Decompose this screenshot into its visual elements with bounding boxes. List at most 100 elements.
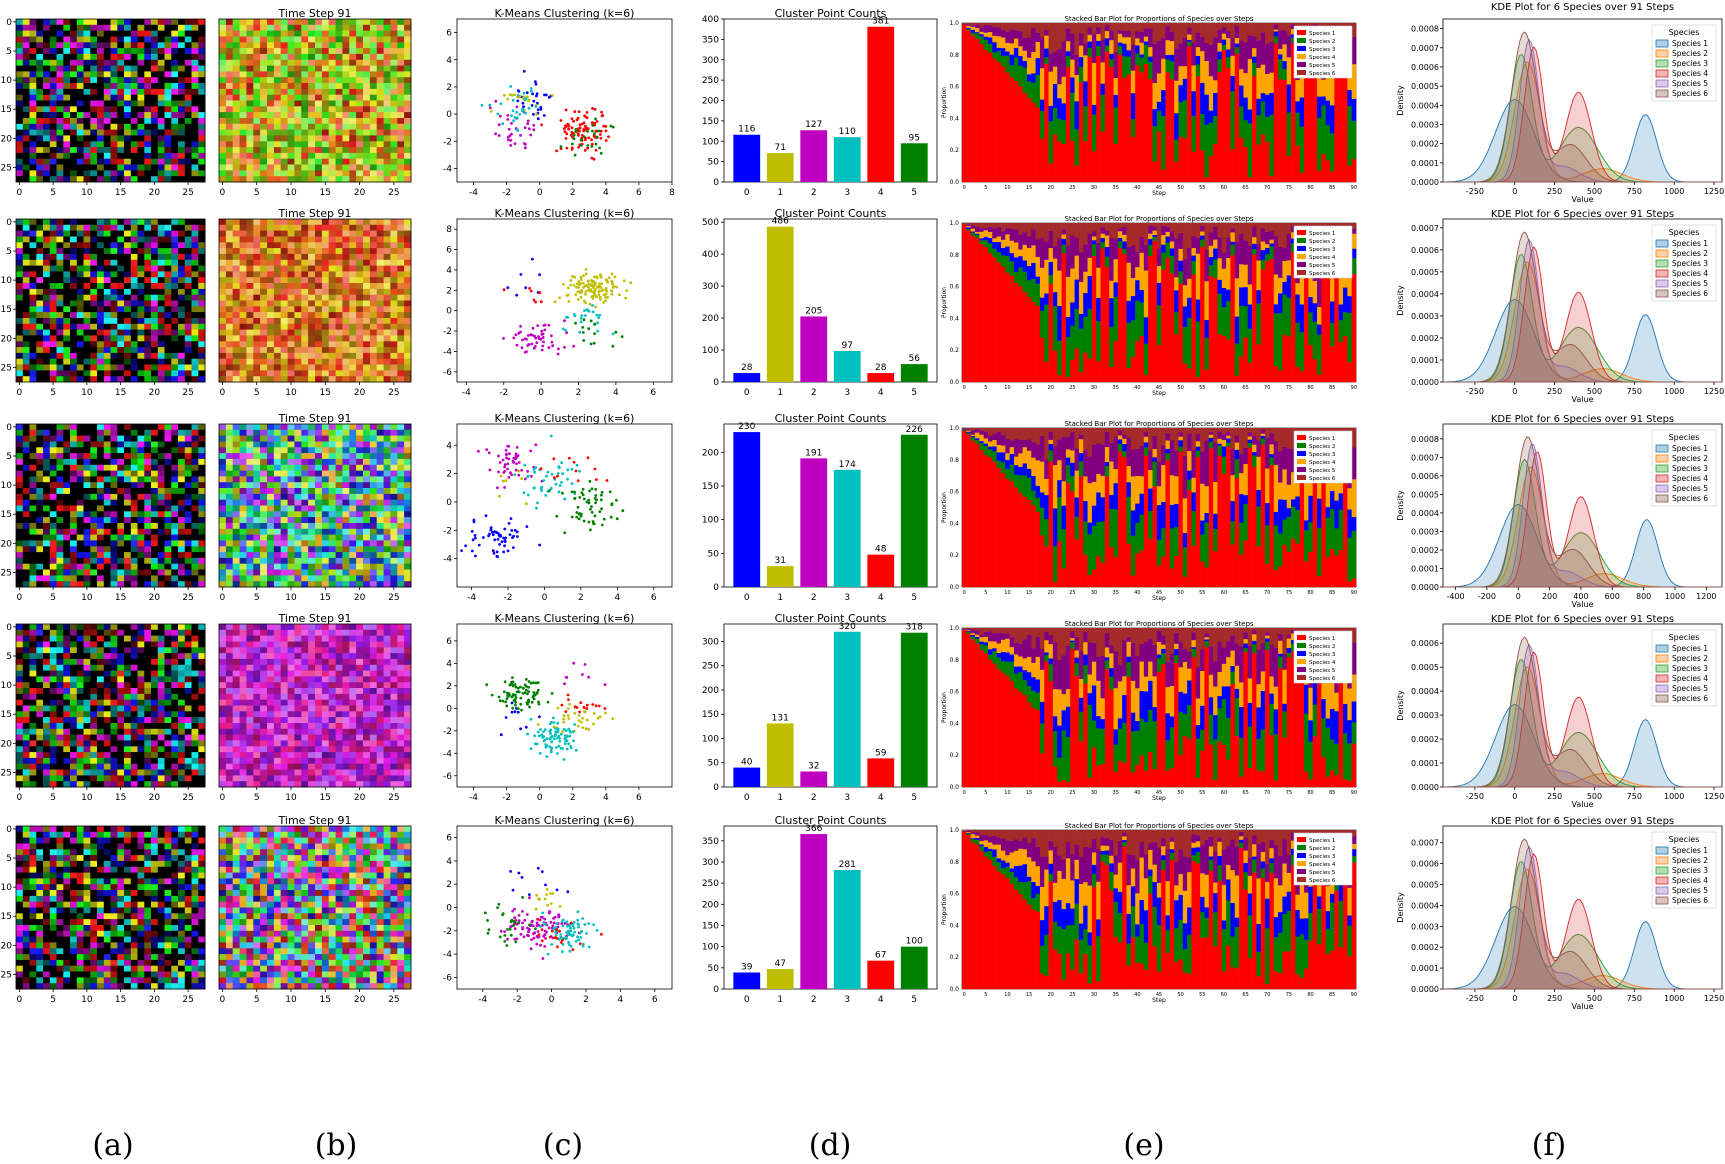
grid-cell	[363, 170, 371, 177]
grid-cell	[315, 376, 323, 383]
grid-cell	[97, 265, 105, 272]
grid-cell	[191, 277, 199, 284]
grid-cell	[328, 329, 336, 336]
grid-cell	[184, 164, 192, 171]
grid-cell	[151, 347, 159, 354]
grid-cell	[280, 176, 288, 183]
grid-cell	[171, 100, 179, 107]
grid-cell	[232, 364, 240, 371]
grid-cell	[383, 170, 391, 177]
grid-cell	[110, 158, 118, 165]
grid-cell	[225, 24, 234, 31]
grid-cell	[301, 370, 309, 377]
grid-cell	[178, 341, 186, 348]
grid-cell	[110, 265, 118, 272]
stacked-segment	[1239, 40, 1244, 70]
grid-cell	[124, 77, 132, 84]
grid-cell	[110, 19, 118, 26]
grid-cell	[356, 230, 364, 237]
grid-cell	[260, 329, 268, 336]
grid-cell	[90, 294, 98, 301]
grid-cell	[124, 71, 132, 78]
grid-cell	[90, 236, 98, 243]
grid-cell	[198, 253, 206, 261]
bar-value-label: 110	[839, 127, 856, 137]
grid-cell	[404, 370, 412, 377]
grid-cell	[97, 36, 105, 43]
grid-cell	[49, 236, 57, 243]
grid-cell	[376, 230, 384, 237]
scatter-point	[534, 80, 537, 83]
grid-cell	[184, 65, 192, 72]
grid-cell	[22, 335, 30, 342]
stacked-segment	[1135, 38, 1140, 46]
stacked-segment	[1330, 269, 1335, 302]
stacked-segment	[1126, 23, 1132, 32]
stacked-segment	[1161, 89, 1166, 117]
grid-cell	[335, 71, 343, 78]
grid-cell	[157, 347, 165, 354]
grid-cell	[16, 77, 24, 84]
grid-cell	[171, 236, 179, 243]
grid-cell	[397, 118, 405, 125]
grid-cell	[157, 376, 165, 383]
grid-cell	[144, 118, 152, 125]
grid-cell	[103, 71, 111, 78]
grid-cell	[363, 65, 371, 72]
grid-cell	[404, 176, 412, 183]
grid-cell	[184, 265, 192, 272]
grid-cell	[29, 318, 37, 325]
grid-cell	[349, 71, 357, 78]
grid-cell	[315, 230, 323, 237]
grid-cell	[124, 152, 132, 160]
scatter-point	[512, 119, 515, 123]
grid-cell	[356, 83, 364, 90]
grid-cell	[90, 36, 98, 43]
grid-cell	[49, 335, 57, 342]
grid-cell	[178, 53, 186, 61]
grid-cell	[83, 335, 91, 342]
grid-cell	[321, 158, 330, 165]
grid-cell	[103, 265, 111, 272]
grid-cell	[164, 158, 172, 165]
stacked-segment	[1347, 105, 1352, 166]
stacked-segment	[1005, 42, 1010, 52]
grid-cell	[76, 19, 84, 26]
grid-cell	[342, 94, 350, 101]
grid-cell	[70, 141, 78, 148]
stacked-segment	[1243, 97, 1249, 121]
grid-cell	[130, 248, 138, 255]
grid-cell	[219, 352, 227, 360]
grid-cell	[308, 370, 316, 377]
grid-tick-label-x: 10	[81, 188, 93, 198]
scatter-point	[611, 125, 615, 129]
grid-cell	[280, 236, 288, 243]
grid-cell	[191, 253, 199, 261]
scatter-point	[480, 104, 484, 107]
kde-legend-swatch	[1655, 59, 1669, 68]
grid-cell	[97, 71, 105, 78]
grid-cell	[191, 152, 199, 160]
grid-cell	[404, 248, 412, 255]
grid-cell	[273, 170, 282, 177]
grid-cell	[397, 347, 405, 354]
stacked-segment	[1317, 117, 1322, 171]
grid-cell	[397, 59, 405, 66]
grid-cell	[287, 88, 295, 96]
stacked-segment	[1278, 48, 1283, 55]
grid-cell	[225, 48, 234, 55]
grid-cell	[130, 236, 138, 243]
grid-cell	[397, 306, 405, 313]
grid-cell	[246, 48, 254, 55]
grid-cell	[90, 129, 98, 136]
grid-cell	[383, 300, 391, 307]
grid-cell	[43, 347, 51, 354]
grid-cell	[219, 77, 227, 84]
grid-cell	[16, 88, 24, 96]
scatter-point	[595, 120, 599, 123]
grid-cell	[171, 265, 179, 272]
grid-cell	[157, 271, 165, 278]
grid-cell	[103, 376, 111, 383]
stacked-segment	[1195, 223, 1201, 238]
grid-cell	[397, 242, 405, 249]
